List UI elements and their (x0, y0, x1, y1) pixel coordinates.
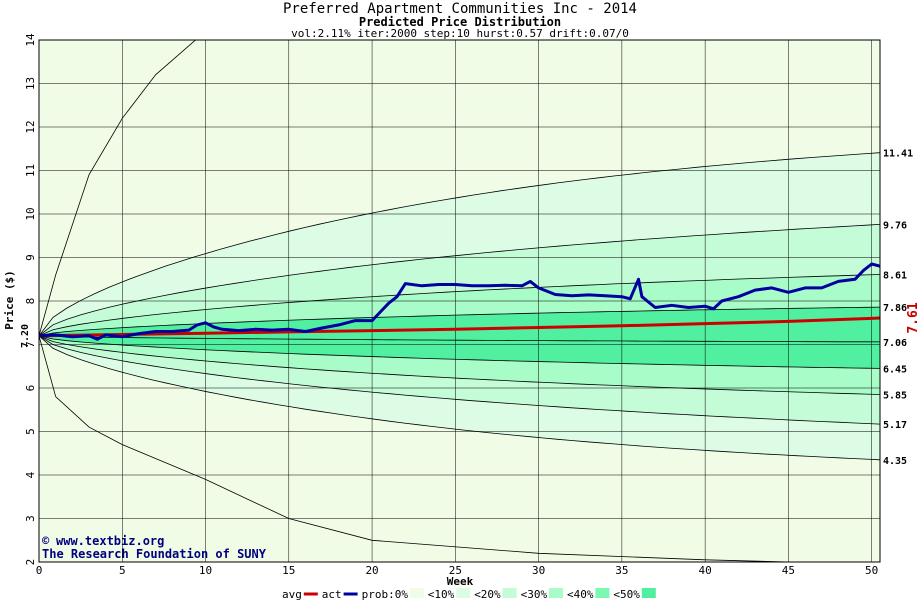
y-tick-3: 3 (24, 515, 37, 522)
credit-block: © www.textbiz.org The Research Foundatio… (42, 534, 267, 561)
x-tick-20: 20 (365, 564, 378, 577)
envelope-line-1 (39, 224, 880, 337)
legend-swatch-2 (409, 588, 424, 598)
legend-label-4: <20% (474, 588, 501, 600)
chart-title: Preferred Apartment Communities Inc - 20… (283, 1, 637, 17)
envelope-value-labels: 11.41 9.76 8.61 7.86 7.06 6.45 5.85 5.17 4.35 (883, 149, 913, 467)
envelope-label-1: 9.76 (883, 220, 907, 231)
envelope-line-5 (39, 335, 880, 369)
credit-url: www.textbiz.org (56, 534, 164, 548)
series-lines (39, 262, 880, 341)
legend-swatch-3 (456, 588, 471, 598)
x-tick-5: 5 (119, 564, 126, 577)
credit-org: The Research Foundation of SUNY (42, 547, 267, 561)
legend: avg act prob:0% <10% <20% <30% <40% <50% (282, 588, 656, 600)
envelope-line-2 (39, 274, 880, 337)
x-tick-50: 50 (865, 564, 878, 577)
x-tick-40: 40 (699, 564, 712, 577)
x-tick-10: 10 (199, 564, 212, 577)
y-tick-4: 4 (24, 471, 37, 478)
x-tick-0: 0 (36, 564, 43, 577)
x-tick-35: 35 (615, 564, 628, 577)
x-tick-45: 45 (782, 564, 795, 577)
envelope-label-8: 4.35 (883, 456, 907, 467)
y-tick-6: 6 (24, 385, 37, 392)
legend-label-1: act (322, 588, 342, 600)
outer-upper-line (39, 40, 197, 336)
y-tick-12: 12 (24, 120, 37, 133)
envelope-label-4: 7.06 (883, 338, 907, 349)
x-axis-label: Week (447, 575, 474, 588)
envelope-line-0 (39, 152, 880, 337)
envelope-label-0: 11.41 (883, 149, 913, 160)
legend-label-3: <10% (428, 588, 455, 600)
legend-swatch-7 (641, 588, 656, 598)
legend-label-5: <30% (521, 588, 548, 600)
y-tick-14: 14 (24, 33, 37, 47)
y-tick-8: 8 (24, 298, 37, 305)
envelope-label-7: 5.17 (883, 420, 907, 431)
envelope-label-2: 8.61 (883, 270, 907, 281)
envelope-label-5: 6.45 (883, 364, 907, 375)
start-value-label: 7.20 (20, 324, 31, 348)
plot-frame (38, 39, 881, 563)
series-act (39, 262, 880, 341)
envelope-label-6: 5.85 (883, 391, 907, 402)
x-tick-labels: 0 5 10 15 20 25 30 35 40 45 50 (36, 564, 879, 577)
y-tick-5: 5 (24, 428, 37, 435)
legend-label-6: <40% (567, 588, 594, 600)
y-axis-label: Price ($) (3, 270, 16, 330)
legend-swatch-6 (595, 588, 610, 598)
y-tick-9: 9 (24, 254, 37, 261)
legend-label-2: prob:0% (362, 588, 409, 600)
envelope-line-3 (39, 306, 880, 337)
envelope-line-4 (39, 335, 880, 343)
legend-swatch-4 (502, 588, 517, 598)
legend-label-0: avg (282, 588, 302, 600)
copyright-symbol: © (42, 534, 50, 548)
envelope-line-8 (39, 335, 880, 461)
series-avg (39, 316, 880, 338)
legend-label-7: <50% (613, 588, 640, 600)
y-tick-10: 10 (24, 207, 37, 220)
envelope-line-6 (39, 335, 880, 395)
end-value-label: 7.61 (906, 302, 920, 333)
x-tick-30: 30 (532, 564, 545, 577)
prob-band-core-lower (39, 335, 880, 369)
x-tick-15: 15 (282, 564, 295, 577)
y-tick-13: 13 (24, 77, 37, 90)
grid-lines (39, 40, 880, 562)
envelope-line-7 (39, 335, 880, 425)
y-tick-2: 2 (24, 559, 37, 566)
legend-swatch-5 (549, 588, 563, 598)
chart-subtitle: Predicted Price Distribution (359, 15, 561, 29)
envelope-label-3: 7.86 (883, 303, 907, 314)
y-tick-11: 11 (24, 164, 37, 177)
x-tick-25: 25 (449, 564, 462, 577)
outer-lower-line (39, 335, 804, 562)
chart-params: vol:2.11% iter:2000 step:10 hurst:0.57 d… (291, 27, 629, 40)
y-tick-7: 7 (24, 341, 37, 348)
axes (38, 39, 881, 563)
y-tick-labels: 2 3 4 5 6 7 8 9 10 11 12 13 14 (24, 33, 37, 565)
envelope-lines (39, 40, 880, 562)
